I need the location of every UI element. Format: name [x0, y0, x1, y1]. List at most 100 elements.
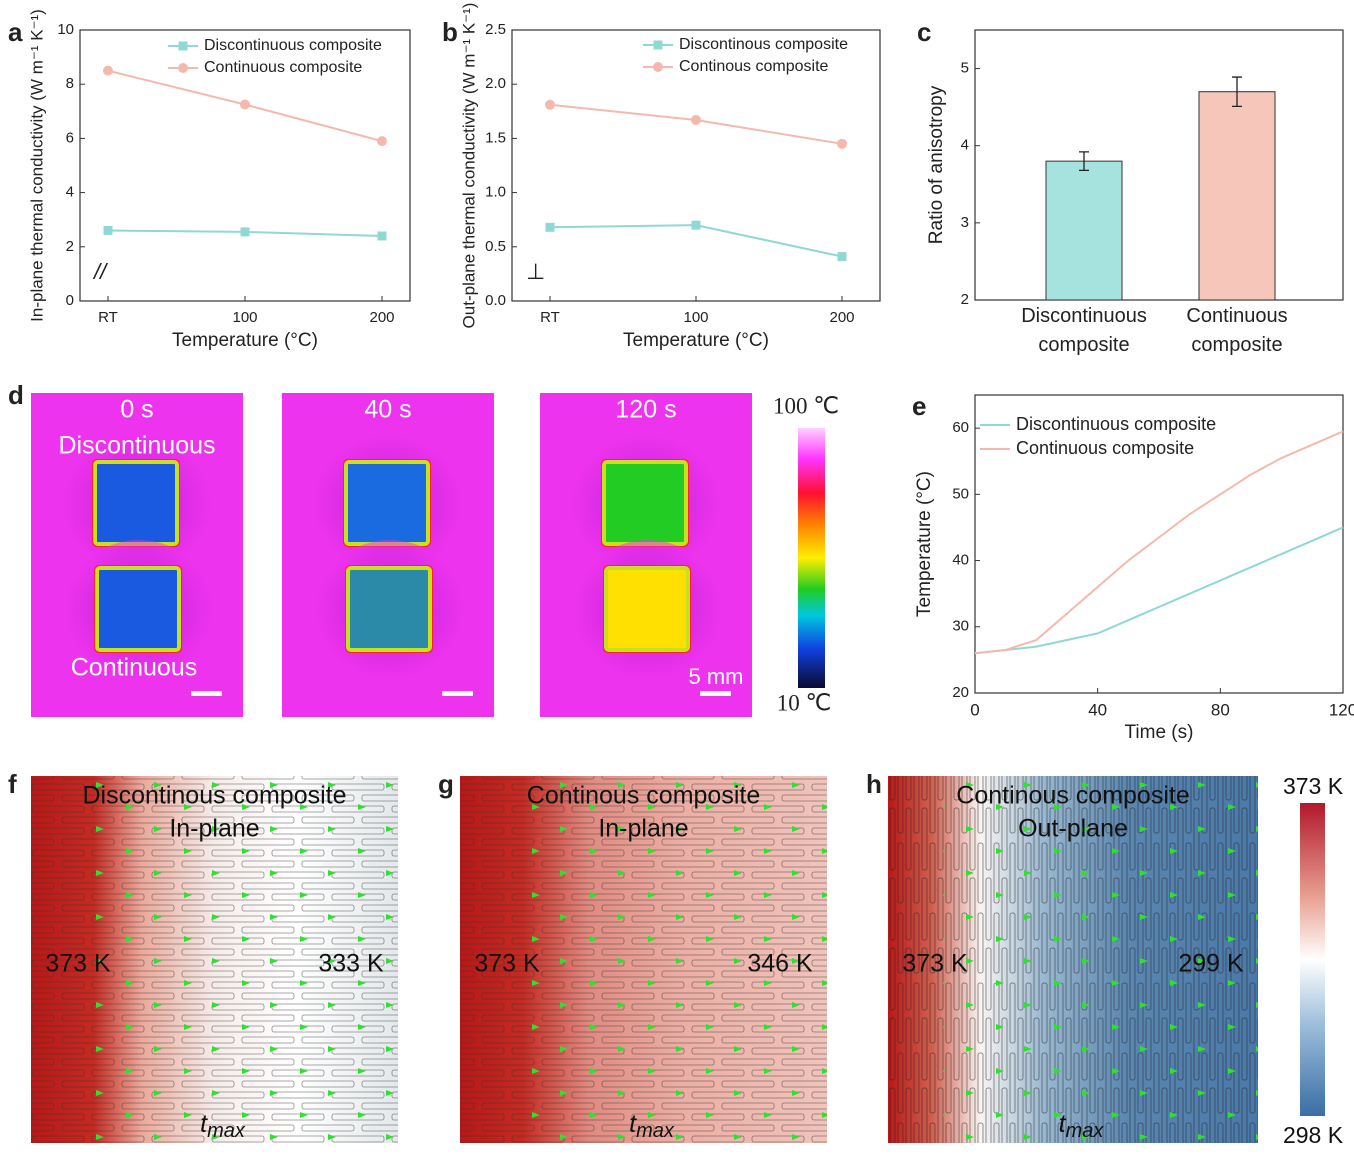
x-tick-label: 120	[1329, 700, 1354, 719]
x-axis-label: Temperature (°C)	[623, 330, 769, 351]
sample-label: Continuous	[71, 654, 197, 682]
time-sub: max	[1066, 1120, 1105, 1142]
panel-title: Continous composite	[527, 782, 760, 810]
series-line	[974, 430, 1344, 655]
data-marker	[691, 114, 701, 125]
y-tick-label: 1.5	[485, 129, 506, 146]
y-tick-label: 8	[66, 75, 74, 92]
hot-temp: 373 K	[45, 950, 111, 978]
colorbar-min: 10 ℃	[777, 690, 832, 715]
time-sub: max	[207, 1120, 246, 1142]
legend-marker	[178, 41, 188, 51]
hot-temp: 373 K	[474, 950, 540, 978]
colorbar	[798, 428, 825, 688]
y-tick-label: 0.0	[485, 292, 506, 309]
y-axis-label: In-plane thermal conductivity (W m⁻¹ K⁻¹…	[27, 9, 46, 322]
y-tick-label: 2	[961, 291, 969, 308]
panel-direction: Out-plane	[1018, 815, 1128, 843]
x-tick-label: 200	[829, 309, 854, 326]
x-tick-label: Continuous composite	[1186, 305, 1288, 356]
panel-letter: h	[866, 769, 882, 799]
colorbar-min: 298 K	[1283, 1122, 1344, 1148]
x-axis-label: Temperature (°C)	[172, 330, 318, 351]
data-marker	[545, 99, 555, 110]
x-tick-label: 40	[1088, 700, 1107, 719]
bar	[1198, 91, 1276, 301]
panel-title: Discontinous composite	[82, 782, 346, 810]
sample	[95, 566, 181, 652]
panel-direction: In-plane	[598, 815, 688, 843]
hot-temp: 373 K	[902, 950, 968, 978]
panel-letter: g	[438, 769, 454, 799]
x-tick-label: 200	[369, 309, 394, 326]
annotation: ⊥	[526, 259, 545, 284]
cold-temp: 299 K	[1178, 950, 1244, 978]
legend-marker	[653, 62, 663, 72]
x-tick-label: 0	[970, 700, 979, 719]
plot-frame	[974, 394, 1344, 694]
y-tick-label: 5	[961, 60, 969, 77]
time-label: tmax	[629, 1110, 675, 1143]
sample-label: Discontinuous	[58, 432, 215, 460]
plot-frame	[974, 29, 1344, 301]
panel-letter: d	[8, 380, 24, 410]
data-marker	[545, 222, 555, 232]
scale-bar	[191, 691, 222, 696]
time-label: tmax	[200, 1110, 246, 1143]
frame-time: 0 s	[120, 396, 153, 424]
data-marker	[240, 227, 250, 237]
sample	[93, 460, 179, 546]
error-bar	[1232, 76, 1242, 108]
data-marker	[837, 138, 847, 149]
legend-label: Continuous composite	[1016, 438, 1194, 458]
bar	[1045, 160, 1123, 301]
x-tick-label: 100	[232, 309, 257, 326]
y-tick-label: 6	[66, 129, 74, 146]
y-axis-label: Out-plane thermal conductivity (W m⁻¹ K⁻…	[459, 3, 478, 329]
x-tick-label: 80	[1211, 700, 1230, 719]
heat-flux-arrows	[515, 776, 827, 1143]
x-tick-label: Discontinuous composite	[1021, 305, 1147, 356]
y-tick-label: 20	[952, 684, 969, 701]
legend-label: Discontinous composite	[679, 36, 848, 53]
data-marker	[691, 220, 701, 230]
panel-letter: b	[442, 17, 458, 47]
legend-label: Continuous composite	[204, 59, 362, 76]
y-tick-label: 2	[66, 238, 74, 255]
panel-letter: a	[8, 17, 23, 47]
cold-temp: 346 K	[747, 950, 813, 978]
y-tick-label: 60	[952, 419, 969, 436]
data-marker	[103, 65, 113, 76]
x-category: Discontinuous composite	[1021, 305, 1147, 356]
x-tick-label: RT	[98, 309, 118, 326]
panel-letter: c	[917, 17, 931, 47]
x-tick-label: RT	[540, 309, 560, 326]
y-tick-label: 2.5	[485, 21, 506, 38]
y-axis-label: Temperature (°C)	[914, 471, 935, 617]
x-category: Continuous composite	[1186, 305, 1288, 356]
time-base: t	[200, 1110, 208, 1138]
panel-letter: e	[912, 391, 926, 421]
y-tick-label: 2.0	[485, 75, 506, 92]
y-tick-label: 0.5	[485, 238, 506, 255]
y-tick-label: 10	[57, 21, 74, 38]
data-marker	[837, 252, 847, 262]
heat-flux-arrows	[86, 776, 398, 1143]
data-marker	[377, 231, 387, 241]
panel-title: Continous composite	[956, 782, 1189, 810]
sample	[344, 460, 430, 546]
colorbar-max: 373 K	[1283, 773, 1344, 799]
colorbar-max: 100 ℃	[773, 393, 839, 418]
scale-label: 5 mm	[689, 664, 744, 689]
error-bar	[1079, 151, 1089, 172]
y-tick-label: 4	[66, 184, 74, 201]
sample	[602, 460, 688, 546]
series-line	[974, 526, 1344, 655]
data-marker	[240, 99, 250, 110]
cold-temp: 333 K	[318, 950, 384, 978]
y-axis-label: Ratio of anisotropy	[926, 85, 947, 244]
heat-flux-arrows	[943, 776, 1258, 1143]
legend-label: Discontinuous composite	[1016, 414, 1216, 434]
panel-letter: f	[8, 769, 17, 799]
